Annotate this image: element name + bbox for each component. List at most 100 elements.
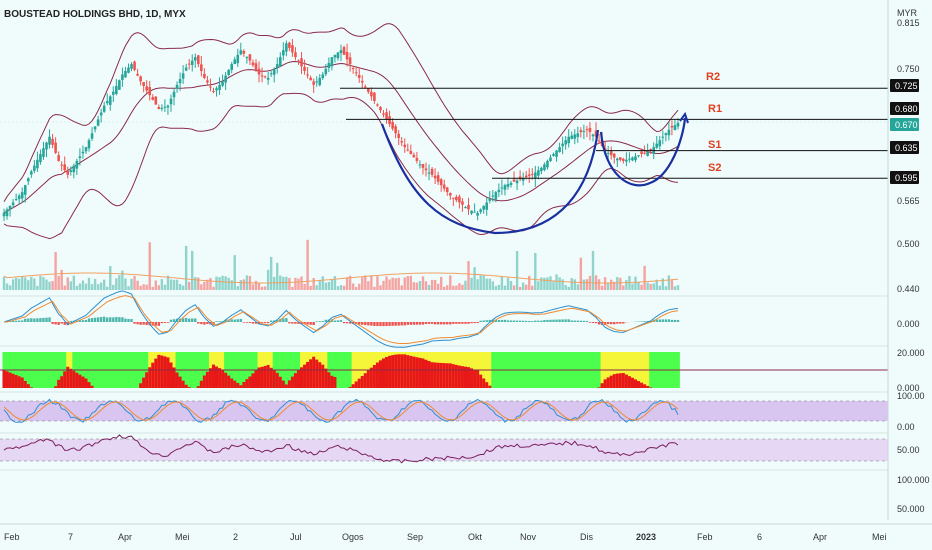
dmi-red-band <box>630 377 635 388</box>
candle-body <box>333 54 337 58</box>
volume-ma-line <box>3 272 679 284</box>
macd-histogram-bar <box>515 320 519 322</box>
volume-bar <box>178 283 182 290</box>
macd-histogram-bar <box>157 322 161 326</box>
macd-histogram-bar <box>266 322 270 324</box>
candle-body <box>470 210 473 214</box>
candle-body <box>142 82 145 86</box>
dmi-red-band <box>178 376 183 388</box>
candle-body <box>102 105 106 112</box>
candle-body <box>640 151 643 155</box>
dmi-red-band <box>260 366 264 388</box>
volume-bar <box>139 285 142 290</box>
macd-histogram-bar <box>236 319 239 322</box>
dmi-red-band <box>23 380 28 388</box>
volume-bar <box>485 278 488 290</box>
candle-body <box>209 86 212 88</box>
dmi-red-band <box>211 364 216 388</box>
volume-bar <box>75 285 79 290</box>
dmi-red-band <box>366 370 371 388</box>
dmi-red-band <box>242 382 246 388</box>
macd-histogram-bar <box>263 322 267 323</box>
volume-bar <box>561 279 564 290</box>
volume-bar <box>288 277 291 290</box>
macd-histogram-bar <box>588 322 592 323</box>
volume-bar <box>342 285 346 290</box>
dmi-red-band <box>403 354 407 388</box>
macd-histogram-bar <box>570 320 573 322</box>
volume-bar <box>430 279 434 290</box>
macd-histogram-bar <box>87 318 91 322</box>
volume-bar <box>470 277 473 290</box>
macd-histogram-bar <box>139 322 142 325</box>
macd-histogram-bar <box>33 318 36 322</box>
volume-bar <box>230 280 233 290</box>
dmi-red-band <box>66 366 70 388</box>
dmi-red-band <box>78 374 82 388</box>
candle-body <box>579 130 583 133</box>
volume-bar <box>579 257 583 290</box>
candle-body <box>312 81 315 85</box>
macd-histogram-bar <box>376 322 379 327</box>
volume-bar <box>361 277 364 290</box>
level-label-s2: S2 <box>708 162 721 174</box>
macd-histogram-bar <box>106 317 109 322</box>
macd-histogram-bar <box>655 319 658 322</box>
rsi-tick-50: 50.00 <box>897 445 920 455</box>
candle-body <box>658 140 662 147</box>
dmi-red-band <box>139 383 143 388</box>
price-tick-0815: 0.815 <box>897 18 920 28</box>
candle-body <box>521 178 525 181</box>
time-tick-label: Apr <box>813 532 827 542</box>
macd-histogram-bar <box>397 322 400 326</box>
macd-histogram-bar <box>324 319 328 322</box>
macd-histogram-bar <box>591 322 595 323</box>
volume-bar <box>661 278 665 290</box>
macd-histogram-bar <box>133 322 136 324</box>
candle-body <box>445 187 449 193</box>
macd-histogram-bar <box>42 317 45 322</box>
dmi-red-band <box>166 357 170 388</box>
dmi-red-band <box>460 366 465 388</box>
candle-body <box>172 91 176 98</box>
volume-bar <box>494 286 498 290</box>
volume-bar <box>142 284 145 290</box>
rsi-tick-50b: 50.000 <box>897 504 925 514</box>
dmi-red-band <box>60 376 64 388</box>
volume-bar <box>591 250 595 290</box>
macd-histogram-bar <box>479 320 482 322</box>
candle-body <box>181 73 185 79</box>
candle-body <box>291 45 294 53</box>
volume-bar <box>358 283 361 290</box>
volume-bar <box>39 275 42 290</box>
candle-body <box>655 143 659 148</box>
dmi-red-band <box>621 373 626 388</box>
macd-histogram-bar <box>184 317 188 322</box>
candle-body <box>145 86 148 91</box>
dmi-red-band <box>378 360 383 388</box>
volume-bar <box>403 277 406 290</box>
candle-body <box>197 55 200 65</box>
dmi-red-band <box>196 386 201 388</box>
macd-histogram-bar <box>452 322 455 324</box>
candle-body <box>609 150 613 156</box>
macd-histogram-bar <box>418 322 422 325</box>
macd-histogram-bar <box>561 319 564 322</box>
volume-bar <box>658 285 661 290</box>
dmi-red-band <box>649 387 653 388</box>
dmi-red-band <box>640 382 644 388</box>
volume-bar <box>379 285 382 290</box>
dmi-red-band <box>278 376 283 388</box>
candle-body <box>442 184 446 189</box>
level-label-r1: R1 <box>708 103 722 115</box>
macd-histogram-bar <box>27 318 30 322</box>
dmi-red-band <box>406 355 410 388</box>
macd-histogram-bar <box>17 320 21 322</box>
macd-histogram-bar <box>136 322 139 325</box>
dmi-red-band <box>612 374 617 388</box>
candle-body <box>634 156 637 161</box>
macd-histogram-bar <box>564 319 567 322</box>
macd-histogram-bar <box>534 320 537 322</box>
price-tag-0725: 0.725 <box>895 81 918 91</box>
